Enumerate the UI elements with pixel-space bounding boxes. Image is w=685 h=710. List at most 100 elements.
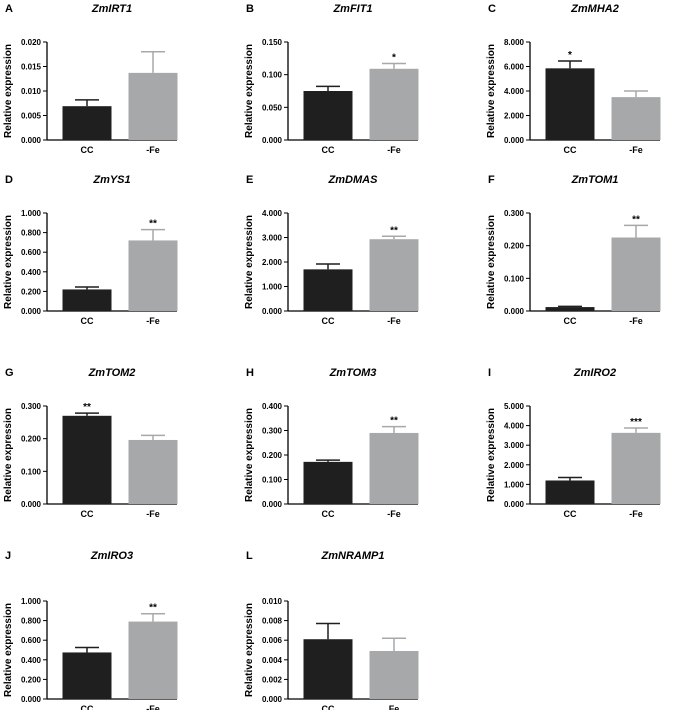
bar-fe [611, 237, 661, 311]
y-axis-label: Relative expression [3, 44, 14, 138]
bar-fe [369, 650, 419, 699]
y-axis-label: Relative expression [244, 44, 255, 138]
y-axis-label: Relative expression [244, 603, 255, 697]
y-tick-label: 0.800 [21, 229, 42, 238]
bar-cc [303, 91, 353, 140]
y-tick-label: 0.300 [262, 427, 283, 436]
panel-letter: G [5, 367, 14, 379]
bar-cc [545, 307, 595, 311]
y-tick-label: 0.200 [21, 675, 42, 684]
bar-fe [369, 68, 419, 140]
significance-label: ** [390, 416, 398, 427]
y-tick-label: 0.000 [262, 307, 283, 316]
significance-label: ** [149, 603, 157, 614]
significance-label: ** [390, 225, 398, 236]
chart-title: ZmIRO2 [573, 367, 616, 379]
y-tick-label: 2.000 [504, 112, 525, 121]
panel-f: F ZmTOM1 Relative expression 0.000 0.100 0.20… [486, 174, 661, 326]
panel-l: L ZmNRAMP1 Relative expression 0.000 0.002 0.… [244, 550, 419, 710]
chart-title: ZmNRAMP1 [321, 550, 385, 562]
y-tick-label: 1.000 [21, 209, 42, 218]
y-tick-label: 0.000 [21, 500, 42, 509]
y-tick-label: 1.000 [262, 283, 283, 292]
y-tick-label: 0.000 [504, 307, 525, 316]
bar-cc [303, 269, 353, 311]
panel-b: B ZmFIT1 Relative expression 0.000 0.050 0.10… [244, 3, 419, 155]
chart-title: ZmFIT1 [332, 3, 372, 15]
panel-c: C ZmMHA2 Relative expression 0.000 2.000 4.00… [486, 3, 661, 155]
y-tick-label: 0.600 [21, 248, 42, 257]
x-tick-label: CC [322, 316, 335, 326]
y-tick-label: 4.000 [504, 422, 525, 431]
x-tick-label: CC [564, 316, 577, 326]
y-tick-label: 2.000 [262, 258, 283, 267]
x-tick-label: CC [322, 509, 335, 519]
panel-letter: A [5, 3, 13, 15]
y-tick-label: 0.100 [262, 476, 283, 485]
y-axis-label: Relative expression [3, 408, 14, 502]
x-tick-label: -Fe [146, 145, 160, 155]
y-tick-label: 0.200 [504, 242, 525, 251]
panel-letter: B [246, 3, 254, 15]
y-tick-label: 0.400 [21, 656, 42, 665]
y-tick-label: 0.200 [21, 435, 42, 444]
y-tick-label: 0.300 [504, 209, 525, 218]
x-tick-label: CC [81, 704, 94, 710]
chart-title: ZmIRO3 [90, 550, 133, 562]
panel-h: H ZmTOM3 Relative expression 0.000 0.100 0.20… [244, 367, 419, 519]
y-tick-label: 1.000 [504, 480, 525, 489]
y-tick-label: 0.150 [262, 38, 283, 47]
panel-j: J ZmIRO3 Relative expression 0.000 0.200 0.40… [3, 550, 178, 710]
y-tick-label: 0.004 [262, 656, 283, 665]
significance-label: ** [149, 219, 157, 230]
panel-letter: J [5, 550, 11, 562]
y-tick-label: 0.100 [504, 274, 525, 283]
chart-title: ZmTOM3 [329, 367, 377, 379]
bar-fe [128, 240, 178, 311]
x-tick-label: -Fe [629, 509, 643, 519]
bar-fe [128, 621, 178, 699]
chart-title: ZmDMAS [328, 174, 379, 186]
x-tick-label: CC [81, 316, 94, 326]
bar-fe [611, 432, 661, 504]
y-tick-label: 0.005 [21, 112, 42, 121]
panel-letter: C [488, 3, 496, 15]
panel-i: I ZmIRO2 Relative expression 0.000 1.000 2.00… [486, 367, 661, 519]
bar-cc [62, 106, 112, 140]
y-axis-label: Relative expression [486, 408, 497, 502]
x-tick-label: -Fe [387, 316, 401, 326]
y-tick-label: 0.300 [21, 402, 42, 411]
y-tick-label: 0.010 [21, 87, 42, 96]
x-tick-label: CC [564, 145, 577, 155]
y-tick-label: 0.000 [262, 695, 283, 704]
panel-letter: D [5, 174, 13, 186]
chart-title: ZmIRT1 [91, 3, 132, 15]
bar-fe [611, 97, 661, 140]
y-tick-label: 3.000 [504, 441, 525, 450]
y-tick-label: 0.000 [504, 500, 525, 509]
y-tick-label: 5.000 [504, 402, 525, 411]
y-tick-label: 8.000 [504, 38, 525, 47]
x-tick-label: -Fe [629, 316, 643, 326]
y-tick-label: 0.400 [262, 402, 283, 411]
y-tick-label: 0.050 [262, 103, 283, 112]
bar-fe [128, 439, 178, 504]
panel-letter: H [246, 367, 254, 379]
bar-cc [545, 68, 595, 140]
chart-title: ZmYS1 [92, 174, 130, 186]
y-tick-label: 0.020 [21, 38, 42, 47]
bar-fe [128, 72, 178, 140]
y-tick-label: 4.000 [504, 87, 525, 96]
y-tick-label: 0.002 [262, 675, 283, 684]
y-tick-label: 0.000 [21, 695, 42, 704]
panel-g: G ZmTOM2 Relative expression 0.000 0.100 0.20… [3, 367, 178, 519]
y-tick-label: 0.015 [21, 63, 42, 72]
panel-a: A ZmIRT1 Relative expression 0.000 0.005 0.01… [3, 3, 178, 155]
bar-cc [303, 639, 353, 699]
x-tick-label: CC [81, 145, 94, 155]
panel-letter: F [488, 174, 495, 186]
chart-title: ZmTOM2 [88, 367, 136, 379]
x-tick-label: -Fe [387, 509, 401, 519]
y-tick-label: 0.000 [21, 136, 42, 145]
